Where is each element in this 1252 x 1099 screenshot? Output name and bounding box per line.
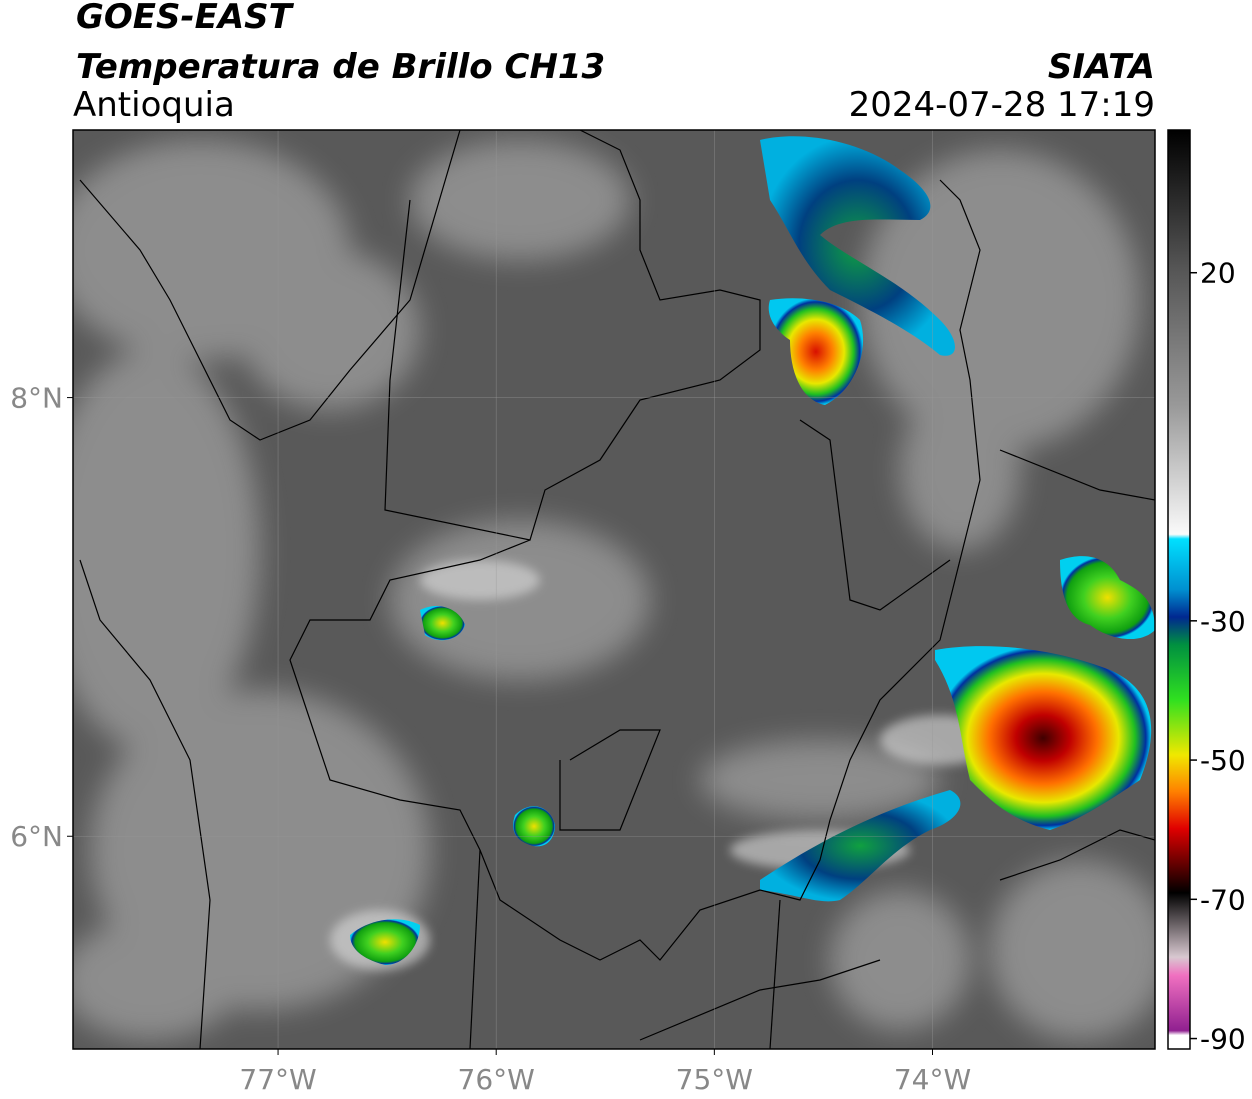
x-tick-label: 77°W <box>239 1063 316 1096</box>
colorbar-label: -30 <box>1200 605 1246 638</box>
x-tick-label: 75°W <box>676 1063 753 1096</box>
satellite-image <box>73 130 1155 1049</box>
region: Antioquia <box>73 85 235 125</box>
datetime: 2024-07-28 17:19 <box>849 85 1155 125</box>
map-frame <box>72 129 1156 1050</box>
colorbar-label: -50 <box>1200 744 1246 777</box>
source: SIATA <box>1048 47 1155 87</box>
y-tick-label: 8°N <box>10 382 63 415</box>
colorbar-label: -90 <box>1200 1023 1246 1056</box>
colorbar <box>1167 129 1191 1050</box>
grid <box>73 130 1155 1049</box>
x-tick-label: 76°W <box>458 1063 535 1096</box>
subtitle: Temperatura de Brillo CH13 <box>76 47 605 87</box>
title: GOES-EAST <box>76 0 295 37</box>
colorbar-label: -70 <box>1200 883 1246 916</box>
colorbar-label: 20 <box>1200 257 1236 290</box>
y-tick-label: 6°N <box>10 820 63 853</box>
x-tick-label: 74°W <box>894 1063 971 1096</box>
